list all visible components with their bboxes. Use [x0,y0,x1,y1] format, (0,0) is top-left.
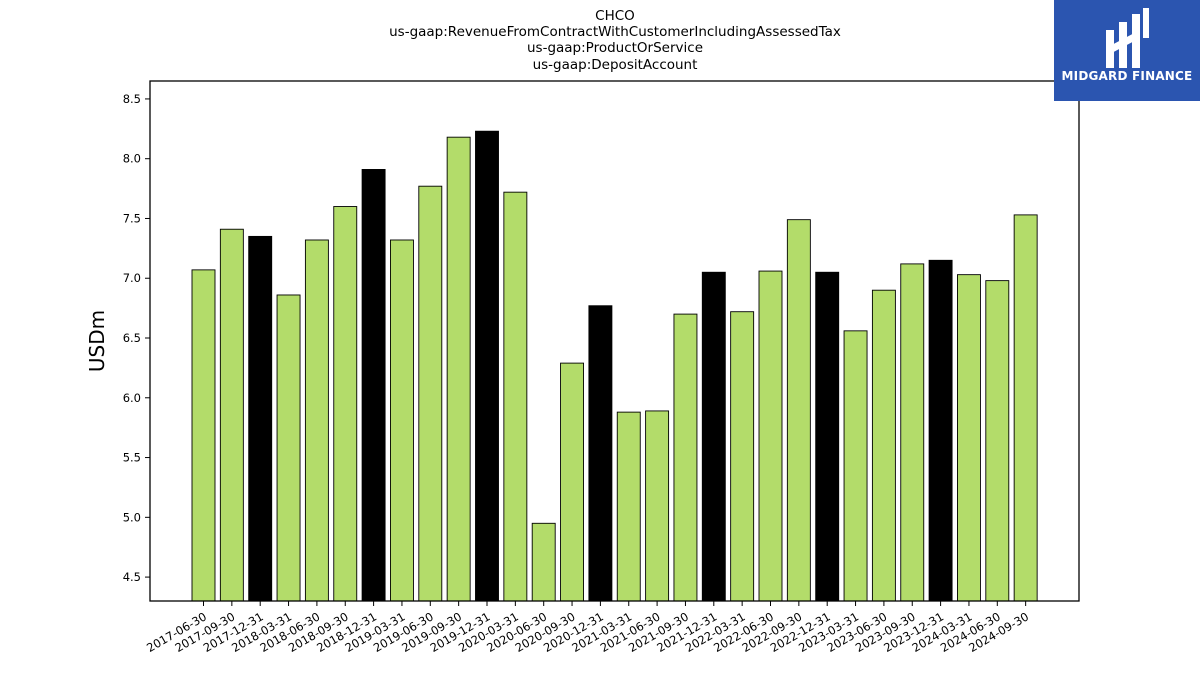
y-tick-label: 7.5 [123,211,141,225]
y-tick-label: 5.5 [123,451,141,465]
title-line-axis: us-gaap:ProductOrService [527,40,703,56]
bar-2021-12-31 [701,271,726,602]
bar-2019-12-31 [475,130,499,602]
bar-2020-06-30 [531,522,556,602]
title-line-ticker: CHCO [595,8,635,24]
bar-2023-06-30 [871,289,896,602]
y-tick-label: 8.5 [123,92,141,106]
bar-2017-06-30 [191,269,216,602]
bar-2017-09-30 [219,228,244,602]
bar-2018-12-31 [361,169,386,602]
y-tick-label: 5.0 [123,510,141,524]
bar-2023-03-31 [843,330,868,602]
brand-logo-text: MIDGARD FINANCE [1061,69,1193,83]
bar-2019-09-30 [446,136,471,602]
bar-2021-03-31 [616,411,641,602]
bar-2017-12-31 [248,235,273,602]
bar-2021-09-30 [673,313,698,602]
bar-2019-06-30 [418,185,443,602]
bar-2024-03-31 [957,274,981,602]
bar-2022-12-31 [815,271,840,602]
y-axis: 4.5 5.0 5.5 6.0 6.5 7.0 7.5 8.0 8.5 [123,92,150,584]
bar-2024-09-30 [1013,214,1038,602]
bar-2020-09-30 [560,362,584,602]
brand-logo: MIDGARD FINANCE [1054,0,1200,101]
bar-2018-09-30 [333,206,358,602]
bar-2022-06-30 [758,270,783,602]
y-tick-label: 4.5 [123,570,141,584]
title-line-concept: us-gaap:RevenueFromContractWithCustomerI… [389,24,841,40]
y-tick-label: 7.0 [123,271,141,285]
bar-2021-06-30 [645,410,670,602]
bar-2020-12-31 [588,305,613,602]
midgard-logo-icon [1106,8,1149,68]
x-axis: 2017-06-302017-09-302017-12-312018-03-31… [144,601,1031,655]
bar-2022-09-30 [786,219,811,602]
y-tick-label: 6.5 [123,331,141,345]
plot-frame [149,80,1080,602]
title-line-member: us-gaap:DepositAccount [533,57,698,73]
bar-2019-03-31 [390,239,414,602]
bar-2024-06-30 [985,280,1010,602]
bars-group [191,130,1038,602]
y-axis-label: USDm [85,310,109,372]
bar-2023-12-31 [928,259,953,602]
chart-title: CHCO us-gaap:RevenueFromContractWithCust… [389,8,841,73]
bar-2018-03-31 [276,294,301,602]
bar-2018-06-30 [304,239,329,602]
bar-2022-03-31 [730,311,755,602]
bar-2020-03-31 [503,191,528,602]
y-tick-label: 8.0 [123,152,141,166]
y-tick-label: 6.0 [123,391,141,405]
bar-2023-09-30 [900,263,925,602]
